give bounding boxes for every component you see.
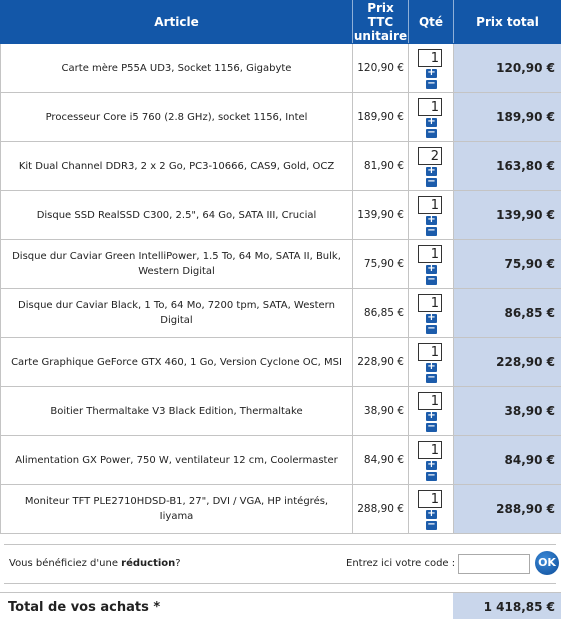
minus-icon[interactable]: − xyxy=(426,227,437,236)
item-total: 139,90 € xyxy=(454,191,561,240)
item-total: 228,90 € xyxy=(454,338,561,387)
table-row: Disque SSD RealSSD C300, 2.5", 64 Go, SA… xyxy=(1,191,561,240)
item-qty-cell: 1 + − xyxy=(409,436,454,485)
item-unit-price: 139,90 € xyxy=(353,191,409,240)
item-article: Carte mère P55A UD3, Socket 1156, Gigaby… xyxy=(1,44,353,93)
promo-code-input[interactable] xyxy=(458,554,530,574)
qty-input[interactable]: 1 xyxy=(418,294,442,312)
minus-icon[interactable]: − xyxy=(426,80,437,89)
item-total: 75,90 € xyxy=(454,240,561,289)
total-value: 1 418,85 € xyxy=(453,593,561,619)
table-row: Carte Graphique GeForce GTX 460, 1 Go, V… xyxy=(1,338,561,387)
table-row: Kit Dual Channel DDR3, 2 x 2 Go, PC3-106… xyxy=(1,142,561,191)
item-unit-price: 84,90 € xyxy=(353,436,409,485)
table-header-row: Article Prix TTC unitaire Qté Prix total xyxy=(1,1,561,44)
table-row: Disque dur Caviar Green IntelliPower, 1.… xyxy=(1,240,561,289)
item-qty-cell: 1 + − xyxy=(409,485,454,534)
minus-icon[interactable]: − xyxy=(426,521,437,530)
item-unit-price: 228,90 € xyxy=(353,338,409,387)
item-unit-price: 288,90 € xyxy=(353,485,409,534)
minus-icon[interactable]: − xyxy=(426,374,437,383)
table-row: Disque dur Caviar Black, 1 To, 64 Mo, 72… xyxy=(1,289,561,338)
plus-icon[interactable]: + xyxy=(426,412,437,421)
plus-icon[interactable]: + xyxy=(426,216,437,225)
item-unit-price: 81,90 € xyxy=(353,142,409,191)
table-row: Moniteur TFT PLE2710HDSD-B1, 27", DVI / … xyxy=(1,485,561,534)
item-article: Alimentation GX Power, 750 W, ventilateu… xyxy=(1,436,353,485)
qty-input[interactable]: 1 xyxy=(418,245,442,263)
item-unit-price: 86,85 € xyxy=(353,289,409,338)
item-unit-price: 120,90 € xyxy=(353,44,409,93)
item-article: Carte Graphique GeForce GTX 460, 1 Go, V… xyxy=(1,338,353,387)
item-total: 86,85 € xyxy=(454,289,561,338)
qty-input[interactable]: 1 xyxy=(418,343,442,361)
qty-input[interactable]: 2 xyxy=(418,147,442,165)
minus-icon[interactable]: − xyxy=(426,178,437,187)
item-unit-price: 189,90 € xyxy=(353,93,409,142)
plus-icon[interactable]: + xyxy=(426,510,437,519)
item-qty-cell: 1 + − xyxy=(409,44,454,93)
total-row: Total de vos achats * 1 418,85 € xyxy=(0,592,561,619)
header-unit-price-line1: Prix TTC xyxy=(367,1,394,29)
reduction-label: Vous bénéficiez d'une réduction? xyxy=(9,558,181,569)
item-qty-cell: 1 + − xyxy=(409,191,454,240)
item-article: Kit Dual Channel DDR3, 2 x 2 Go, PC3-106… xyxy=(1,142,353,191)
table-row: Carte mère P55A UD3, Socket 1156, Gigaby… xyxy=(1,44,561,93)
qty-input[interactable]: 1 xyxy=(418,49,442,67)
item-article: Processeur Core i5 760 (2.8 GHz), socket… xyxy=(1,93,353,142)
item-qty-cell: 1 + − xyxy=(409,289,454,338)
minus-icon[interactable]: − xyxy=(426,129,437,138)
plus-icon[interactable]: + xyxy=(426,69,437,78)
qty-input[interactable]: 1 xyxy=(418,196,442,214)
header-unit-price: Prix TTC unitaire xyxy=(353,1,409,44)
minus-icon[interactable]: − xyxy=(426,423,437,432)
code-label: Entrez ici votre code : xyxy=(346,558,455,569)
table-row: Alimentation GX Power, 750 W, ventilateu… xyxy=(1,436,561,485)
item-article: Boitier Thermaltake V3 Black Edition, Th… xyxy=(1,387,353,436)
ok-button[interactable]: OK xyxy=(535,551,559,575)
item-total: 84,90 € xyxy=(454,436,561,485)
item-article: Moniteur TFT PLE2710HDSD-B1, 27", DVI / … xyxy=(1,485,353,534)
reduction-bold: réduction xyxy=(121,558,175,569)
header-total: Prix total xyxy=(454,1,561,44)
plus-icon[interactable]: + xyxy=(426,167,437,176)
item-unit-price: 38,90 € xyxy=(353,387,409,436)
reduction-section: Vous bénéficiez d'une réduction? Entrez … xyxy=(4,544,556,584)
qty-input[interactable]: 1 xyxy=(418,441,442,459)
item-unit-price: 75,90 € xyxy=(353,240,409,289)
item-total: 288,90 € xyxy=(454,485,561,534)
item-article: Disque SSD RealSSD C300, 2.5", 64 Go, SA… xyxy=(1,191,353,240)
item-qty-cell: 1 + − xyxy=(409,387,454,436)
plus-icon[interactable]: + xyxy=(426,363,437,372)
plus-icon[interactable]: + xyxy=(426,118,437,127)
total-label: Total de vos achats * xyxy=(8,600,160,615)
item-article: Disque dur Caviar Black, 1 To, 64 Mo, 72… xyxy=(1,289,353,338)
reduction-prefix: Vous bénéficiez d'une xyxy=(9,558,121,569)
plus-icon[interactable]: + xyxy=(426,461,437,470)
header-article: Article xyxy=(1,1,353,44)
plus-icon[interactable]: + xyxy=(426,265,437,274)
minus-icon[interactable]: − xyxy=(426,325,437,334)
item-qty-cell: 2 + − xyxy=(409,142,454,191)
header-qty: Qté xyxy=(409,1,454,44)
item-article: Disque dur Caviar Green IntelliPower, 1.… xyxy=(1,240,353,289)
item-total: 189,90 € xyxy=(454,93,561,142)
table-row: Processeur Core i5 760 (2.8 GHz), socket… xyxy=(1,93,561,142)
item-total: 120,90 € xyxy=(454,44,561,93)
minus-icon[interactable]: − xyxy=(426,472,437,481)
qty-input[interactable]: 1 xyxy=(418,392,442,410)
item-qty-cell: 1 + − xyxy=(409,240,454,289)
item-total: 163,80 € xyxy=(454,142,561,191)
cart-table: Article Prix TTC unitaire Qté Prix total… xyxy=(0,0,561,534)
header-unit-price-line2: unitaire xyxy=(354,29,407,43)
item-total: 38,90 € xyxy=(454,387,561,436)
item-qty-cell: 1 + − xyxy=(409,338,454,387)
qty-input[interactable]: 1 xyxy=(418,98,442,116)
item-qty-cell: 1 + − xyxy=(409,93,454,142)
minus-icon[interactable]: − xyxy=(426,276,437,285)
qty-input[interactable]: 1 xyxy=(418,490,442,508)
reduction-suffix: ? xyxy=(175,558,180,569)
table-row: Boitier Thermaltake V3 Black Edition, Th… xyxy=(1,387,561,436)
plus-icon[interactable]: + xyxy=(426,314,437,323)
